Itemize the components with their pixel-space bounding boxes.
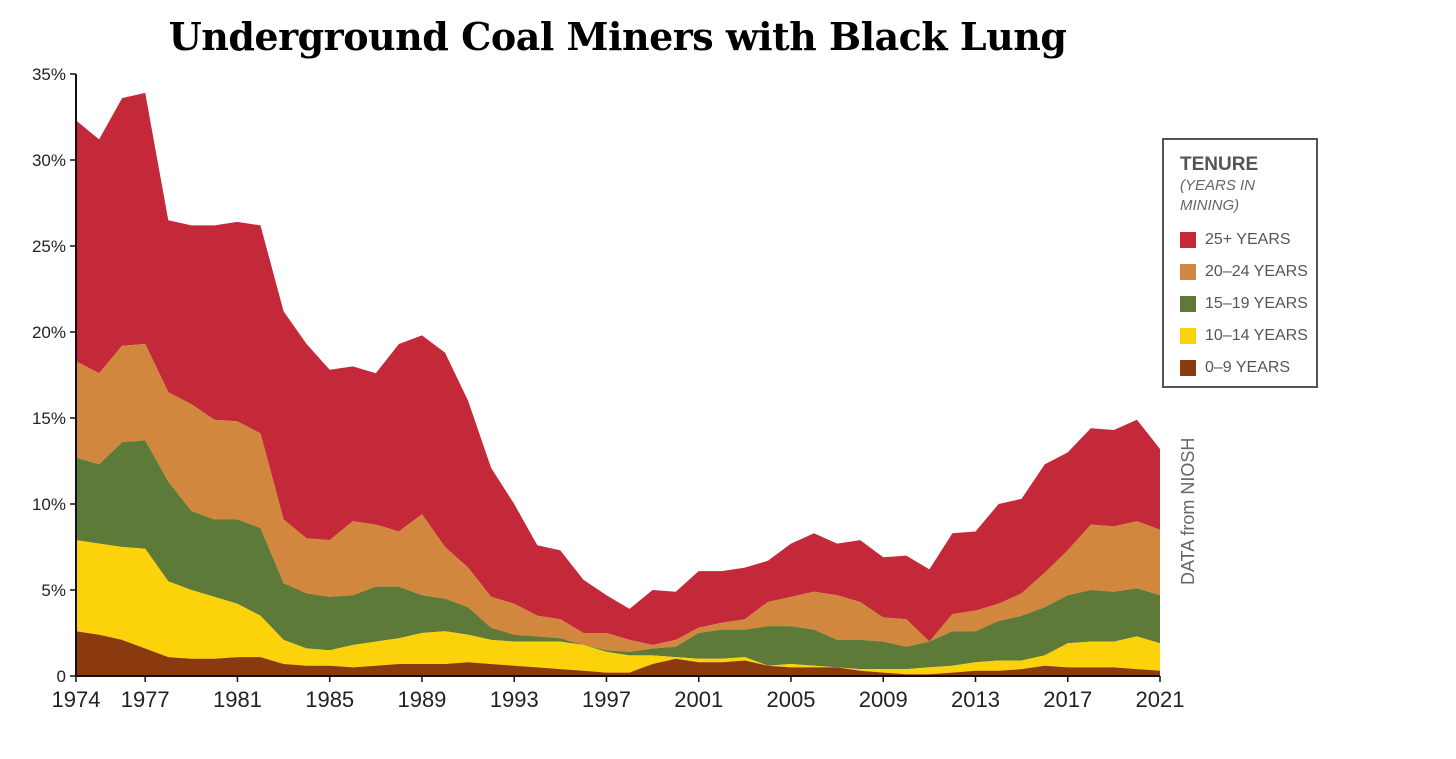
x-tick-label: 2017 — [1043, 687, 1092, 712]
area-20-24-years — [76, 344, 1160, 652]
x-tick-label: 1993 — [490, 687, 539, 712]
area-layers — [76, 92, 1160, 676]
legend-swatch — [1180, 328, 1196, 344]
source-note: DATA from NIOSH — [1178, 437, 1198, 585]
axes: 0 5% 10% 15% 20% 25% 30% 35% 1974 1977 1981 1985 198… — [32, 65, 1185, 712]
x-tick-label: 1985 — [305, 687, 354, 712]
x-tick-label: 2001 — [674, 687, 723, 712]
x-tick-label: 1977 — [121, 687, 170, 712]
y-tick-label: 15% — [32, 409, 66, 428]
legend-item: 25+ YEARS — [1180, 224, 1316, 256]
area-15-19-years — [76, 440, 1160, 670]
x-tick-label: 2005 — [767, 687, 816, 712]
legend-label: 15–19 YEARS — [1205, 295, 1308, 312]
legend-label: 10–14 YEARS — [1205, 327, 1308, 344]
y-tick-label: 5% — [41, 581, 66, 600]
area-10-14-years — [76, 540, 1160, 675]
legend-label: 25+ YEARS — [1205, 231, 1291, 248]
x-tick-label: 2013 — [951, 687, 1000, 712]
y-tick-label: 0 — [57, 667, 66, 686]
legend-swatch — [1180, 232, 1196, 248]
legend-item: 20–24 YEARS — [1180, 256, 1316, 288]
legend-item: 15–19 YEARS — [1180, 288, 1316, 320]
y-tick-label: 20% — [32, 323, 66, 342]
legend-item: 0–9 YEARS — [1180, 352, 1316, 384]
x-tick-label: 1997 — [582, 687, 631, 712]
x-tick-label: 2009 — [859, 687, 908, 712]
y-tick-label: 25% — [32, 237, 66, 256]
x-tick-label: 1989 — [397, 687, 446, 712]
y-tick-label: 10% — [32, 495, 66, 514]
legend-swatch — [1180, 360, 1196, 376]
x-tick-label: 1981 — [213, 687, 262, 712]
legend-title: TENURE — [1180, 154, 1259, 175]
x-tick-label: 2021 — [1136, 687, 1185, 712]
x-tick-label: 1974 — [52, 687, 101, 712]
legend-items: 25+ YEARS 20–24 YEARS 15–19 YEARS 10–14 YEA… — [1180, 224, 1316, 384]
chart-title: Underground Coal Miners with Black Lung — [168, 14, 1067, 59]
legend-swatch — [1180, 296, 1196, 312]
area-0-9-years — [76, 631, 1160, 676]
legend-item: 10–14 YEARS — [1180, 320, 1316, 352]
legend-label: 20–24 YEARS — [1205, 263, 1308, 280]
y-tick-label: 35% — [32, 65, 66, 84]
legend-label: 0–9 YEARS — [1205, 359, 1291, 376]
legend-swatch — [1180, 264, 1196, 280]
area-25-years — [76, 92, 1160, 645]
legend: TENURE (YEARS IN MINING) 25+ YEARS 20–24 … — [1162, 138, 1318, 388]
legend-subtitle: (YEARS IN MINING) — [1180, 177, 1256, 214]
y-tick-label: 30% — [32, 151, 66, 170]
